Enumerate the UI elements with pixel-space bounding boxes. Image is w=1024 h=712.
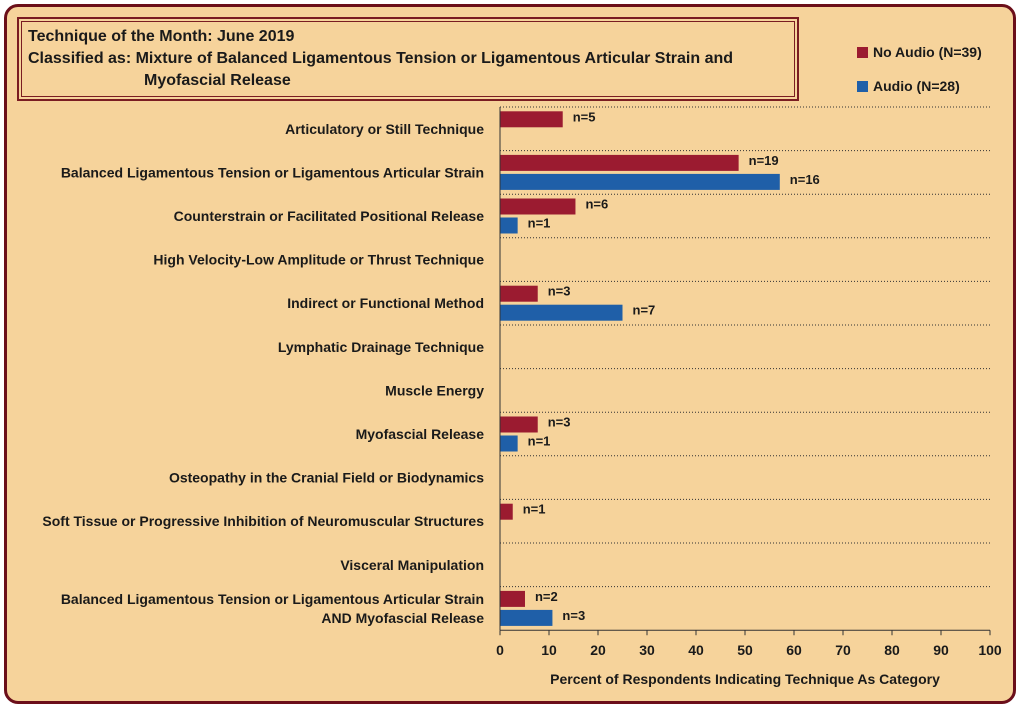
category-label: Osteopathy in the Cranial Field or Biody… xyxy=(169,470,484,486)
data-label: n=1 xyxy=(528,434,551,449)
chart-title: Technique of the Month: June 2019 Classi… xyxy=(21,21,795,97)
category-label: Counterstrain or Facilitated Positional … xyxy=(174,208,485,224)
data-label: n=1 xyxy=(523,502,546,517)
data-label: n=3 xyxy=(548,415,571,430)
x-tick-label: 100 xyxy=(978,642,1002,658)
data-label: n=16 xyxy=(790,172,820,187)
bar xyxy=(500,285,538,302)
data-labels: n=5 n=19 n=16 n=6 n=1 n=3 n=7 n=3 n=1 n=1 n=2 n=3 xyxy=(523,109,820,623)
category-label: Myofascial Release xyxy=(356,426,485,442)
bar xyxy=(500,198,576,215)
title-line-1: Technique of the Month: June 2019 xyxy=(28,28,295,45)
legend-label-no-audio: No Audio (N=39) xyxy=(873,44,982,60)
x-tick-label: 90 xyxy=(933,642,949,658)
data-label: n=5 xyxy=(573,109,596,124)
bar xyxy=(500,111,563,128)
category-label: Balanced Ligamentous Tension or Ligament… xyxy=(61,164,484,180)
legend-item-audio: Audio (N=28) xyxy=(857,75,982,97)
data-label: n=1 xyxy=(528,216,551,231)
bar xyxy=(500,609,553,626)
x-tick-label: 0 xyxy=(496,642,504,658)
bar xyxy=(500,304,623,321)
category-label: Soft Tissue or Progressive Inhibition of… xyxy=(42,513,484,529)
data-label: n=3 xyxy=(548,284,571,299)
category-label: Indirect or Functional Method xyxy=(287,295,484,311)
gridlines xyxy=(500,106,990,588)
x-tick-label: 20 xyxy=(590,642,606,658)
legend-label-audio: Audio (N=28) xyxy=(873,78,960,94)
x-tick-label: 10 xyxy=(541,642,557,658)
category-label: Muscle Energy xyxy=(385,382,484,398)
x-tick-label: 30 xyxy=(639,642,655,658)
category-label: Articulatory or Still Technique xyxy=(285,121,484,137)
data-label: n=7 xyxy=(633,303,656,318)
x-tick-label: 60 xyxy=(786,642,802,658)
bar xyxy=(500,154,739,171)
x-tick-label: 50 xyxy=(737,642,753,658)
bar xyxy=(500,416,538,433)
category-labels: Articulatory or Still Technique Balanced … xyxy=(42,121,484,626)
bars xyxy=(500,111,780,626)
x-tick-label: 80 xyxy=(884,642,900,658)
x-tick-label: 70 xyxy=(835,642,851,658)
x-axis-title: Percent of Respondents Indicating Techni… xyxy=(550,671,940,687)
title-line-3: Myofascial Release xyxy=(144,72,291,89)
bar xyxy=(500,503,513,520)
data-label: n=2 xyxy=(535,589,558,604)
legend-item-no-audio: No Audio (N=39) xyxy=(857,41,982,63)
legend-swatch-no-audio xyxy=(857,46,868,58)
x-tick-label: 40 xyxy=(688,642,704,658)
category-label: Balanced Ligamentous Tension or Ligament… xyxy=(61,591,484,607)
category-label: Lymphatic Drainage Technique xyxy=(278,339,484,355)
x-axis: 0 10 20 30 40 50 60 70 80 90 100 xyxy=(496,107,1002,658)
title-box: Technique of the Month: June 2019 Classi… xyxy=(17,17,799,101)
category-label: Visceral Manipulation xyxy=(340,557,484,573)
bar xyxy=(500,590,525,607)
bar xyxy=(500,435,518,452)
legend: No Audio (N=39) Audio (N=28) xyxy=(857,41,982,109)
bar xyxy=(500,217,518,234)
data-label: n=19 xyxy=(749,153,779,168)
data-label: n=6 xyxy=(585,197,608,212)
data-label: n=3 xyxy=(562,608,585,623)
legend-swatch-audio xyxy=(857,80,868,92)
bar xyxy=(500,173,780,190)
category-label: AND Myofascial Release xyxy=(321,610,484,626)
category-label: High Velocity-Low Amplitude or Thrust Te… xyxy=(153,252,484,268)
title-line-2: Classified as: Mixture of Balanced Ligam… xyxy=(28,50,734,67)
